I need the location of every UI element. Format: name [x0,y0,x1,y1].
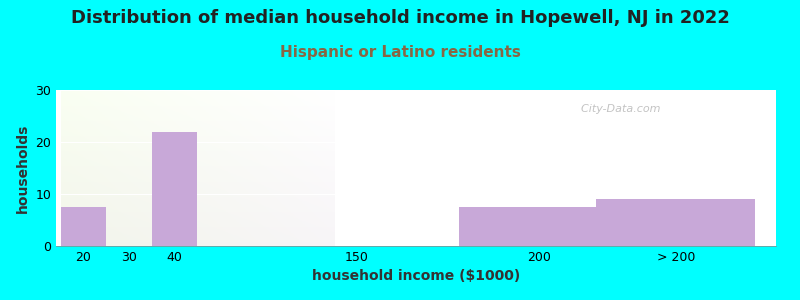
Y-axis label: households: households [16,123,30,213]
Text: Distribution of median household income in Hopewell, NJ in 2022: Distribution of median household income … [70,9,730,27]
Bar [61,207,106,246]
Text: City-Data.com: City-Data.com [574,104,661,114]
Bar [152,132,198,246]
Text: Hispanic or Latino residents: Hispanic or Latino residents [279,45,521,60]
Bar [596,199,755,246]
Bar [459,207,618,246]
X-axis label: household income ($1000): household income ($1000) [312,269,520,284]
